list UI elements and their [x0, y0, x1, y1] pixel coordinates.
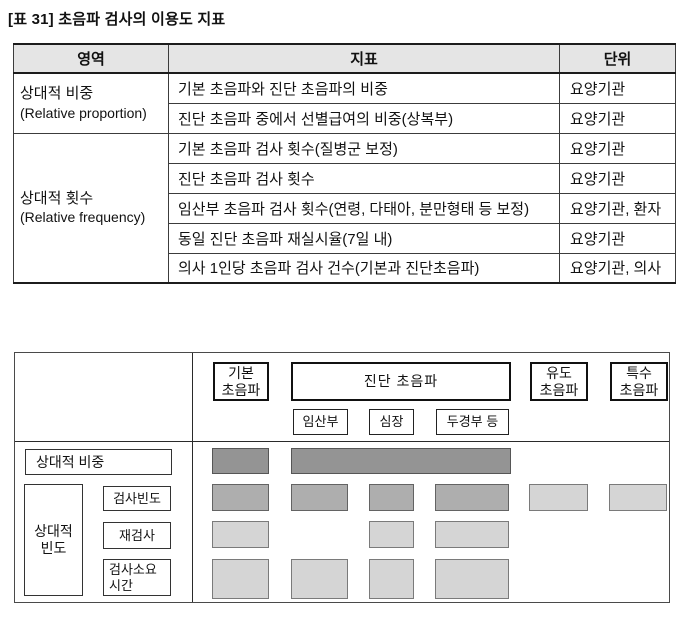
- unit-cell: 요양기관: [559, 222, 676, 254]
- matrix-cell-reexam-heart: [369, 521, 414, 548]
- unit-cell: 요양기관, 환자: [559, 192, 676, 224]
- table-header-row: 영역 지표 단위: [13, 44, 676, 74]
- diagram-vertical-divider: [192, 353, 193, 602]
- table-caption: [표 31] 초음파 검사의 이용도 지표: [8, 11, 226, 28]
- unit-cell: 요양기관: [559, 132, 676, 164]
- subcolumn-box-heart: 심장: [369, 409, 414, 435]
- diagram-horizontal-divider: [15, 441, 669, 442]
- column-box-diagnostic-ultrasound: 진단 초음파: [291, 362, 511, 401]
- matrix-cell-freq-pregnant: [291, 484, 348, 511]
- unit-cell: 요양기관, 의사: [559, 252, 676, 284]
- unit-cell: 요양기관: [559, 102, 676, 134]
- group-name-en: (Relative proportion): [20, 104, 147, 121]
- table-row: 진단 초음파 중에서 선별급여의 비중(상복부) 요양기관: [14, 102, 676, 134]
- column-box-special-ultrasound: 특수 초음파: [610, 362, 668, 401]
- matrix-cell-freq-headneck: [435, 484, 509, 511]
- column-header-unit: 단위: [559, 44, 676, 74]
- usage-indicator-diagram: 기본 초음파 진단 초음파 유도 초음파 특수 초음파 임산부 심장 두경부 등…: [14, 352, 670, 603]
- indicator-cell: 의사 1인당 초음파 검사 건수(기본과 진단초음파): [168, 252, 560, 284]
- matrix-cell-time-heart: [369, 559, 414, 599]
- group-cell-relative-frequency: 상대적 횟수 (Relative frequency): [13, 132, 169, 284]
- row-group-label-relative-frequency: 상대적 빈도: [24, 484, 83, 596]
- column-header-indicator: 지표: [168, 44, 560, 74]
- indicator-cell: 기본 초음파와 진단 초음파의 비중: [168, 72, 560, 104]
- row-label-exam-frequency: 검사빈도: [103, 486, 171, 511]
- column-header-area: 영역: [13, 44, 169, 74]
- row-label-relative-weight: 상대적 비중: [25, 449, 172, 475]
- unit-cell: 요양기관: [559, 72, 676, 104]
- subcolumn-box-headneck: 두경부 등: [436, 409, 509, 435]
- matrix-cell-time-headneck: [435, 559, 509, 599]
- table-row: 의사 1인당 초음파 검사 건수(기본과 진단초음파) 요양기관, 의사: [14, 252, 676, 284]
- row-label-reexam: 재검사: [103, 522, 171, 549]
- group-name-kr: 상대적 횟수: [20, 189, 94, 207]
- matrix-cell-time-basic: [212, 559, 269, 599]
- indicator-cell: 임산부 초음파 검사 횟수(연령, 다태아, 분만형태 등 보정): [168, 192, 560, 224]
- indicator-cell: 진단 초음파 검사 횟수: [168, 162, 560, 194]
- matrix-cell-freq-special: [609, 484, 667, 511]
- group-cell-relative-proportion: 상대적 비중 (Relative proportion): [13, 72, 169, 134]
- column-box-basic-ultrasound: 기본 초음파: [213, 362, 269, 401]
- indicator-cell: 기본 초음파 검사 횟수(질병군 보정): [168, 132, 560, 164]
- matrix-cell-reexam-basic: [212, 521, 269, 548]
- group-name-kr: 상대적 비중: [20, 85, 94, 103]
- matrix-cell-freq-heart: [369, 484, 414, 511]
- matrix-cell-freq-guided: [529, 484, 588, 511]
- table-row: 임산부 초음파 검사 횟수(연령, 다태아, 분만형태 등 보정) 요양기관, …: [14, 192, 676, 224]
- matrix-cell-weight-diagnostic: [291, 448, 511, 474]
- indicator-cell: 진단 초음파 중에서 선별급여의 비중(상복부): [168, 102, 560, 134]
- column-box-guided-ultrasound: 유도 초음파: [530, 362, 588, 401]
- matrix-cell-reexam-headneck: [435, 521, 509, 548]
- unit-cell: 요양기관: [559, 162, 676, 194]
- matrix-cell-time-pregnant: [291, 559, 348, 599]
- table-row: 상대적 횟수 (Relative frequency) 기본 초음파 검사 횟수…: [13, 132, 676, 284]
- matrix-cell-freq-basic: [212, 484, 269, 511]
- table-row: 상대적 비중 (Relative proportion) 기본 초음파와 진단 …: [13, 72, 676, 134]
- group-name-en: (Relative frequency): [20, 209, 146, 226]
- indicator-cell: 동일 진단 초음파 재실시율(7일 내): [168, 222, 560, 254]
- table-row: 동일 진단 초음파 재실시율(7일 내) 요양기관: [14, 222, 676, 254]
- subcolumn-box-pregnant: 임산부: [293, 409, 348, 435]
- indicator-table: 영역 지표 단위 상대적 비중 (Relative proportion) 기본…: [13, 43, 676, 284]
- row-label-exam-time: 검사소요 시간: [103, 559, 171, 596]
- matrix-cell-weight-basic: [212, 448, 269, 474]
